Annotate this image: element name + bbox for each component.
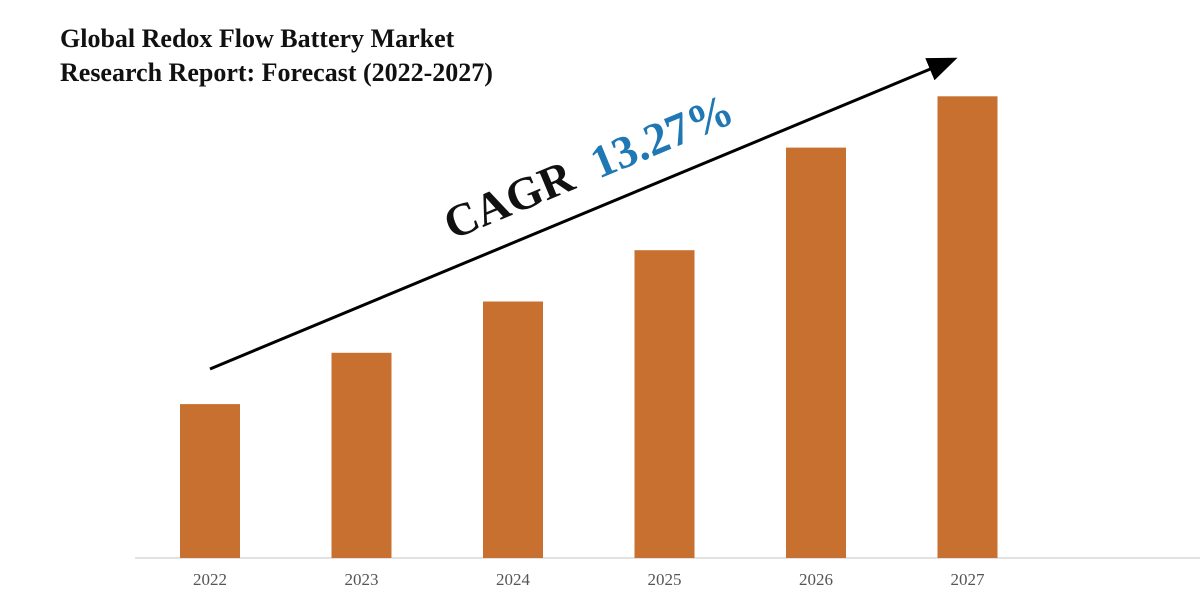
x-tick-label-2023: 2023	[345, 570, 379, 589]
bar-2024	[483, 301, 543, 558]
x-tick-labels: 2022 2023 2024 2025 2026 2027	[193, 570, 985, 589]
cagr-trend-arrow	[209, 57, 958, 371]
cagr-value: 13.27%	[583, 84, 741, 189]
x-tick-label-2026: 2026	[799, 570, 833, 589]
bars-group	[180, 96, 998, 559]
bar-2025	[634, 250, 695, 558]
cagr-prefix: CAGR	[436, 150, 581, 249]
bar-2023	[331, 352, 392, 558]
x-tick-label-2024: 2024	[496, 570, 531, 589]
bar-2027	[937, 96, 998, 559]
x-tick-label-2025: 2025	[648, 570, 682, 589]
bar-2022	[180, 404, 240, 558]
x-tick-label-2022: 2022	[193, 570, 227, 589]
chart-title: Global Redox Flow Battery Market Researc…	[60, 24, 493, 87]
bar-2026	[786, 147, 846, 558]
x-tick-label-2027: 2027	[951, 570, 986, 589]
